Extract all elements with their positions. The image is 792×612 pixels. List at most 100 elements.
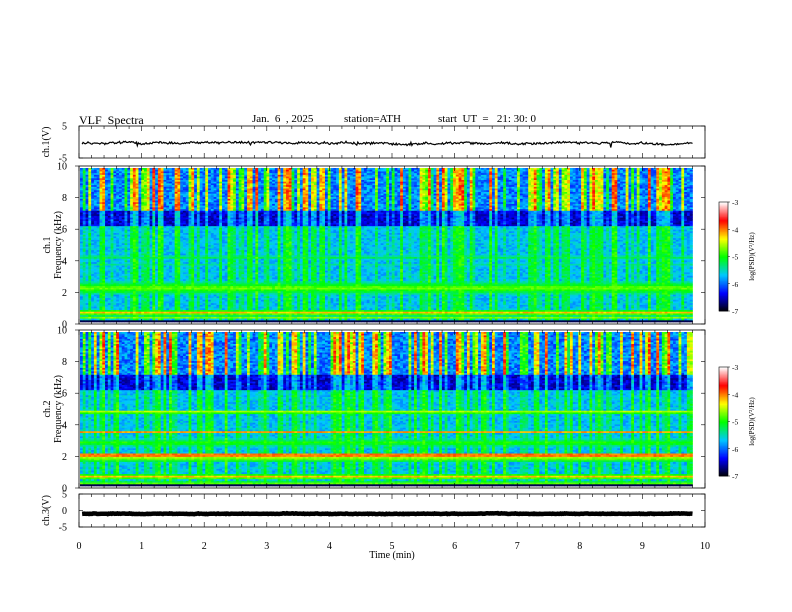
spectrogram-cell: [93, 227, 98, 230]
spectrogram-cell: [116, 243, 120, 246]
spectrogram-cell: [105, 284, 109, 287]
spectrogram-cell: [102, 233, 106, 236]
spectrogram-cell: [127, 171, 131, 174]
spectrogram-cell: [113, 284, 117, 287]
spectrogram-cell: [93, 253, 98, 256]
spectrogram-cell: [110, 212, 114, 215]
spectrogram-cell: [82, 250, 86, 253]
spectrogram-cell: [107, 256, 111, 260]
spectrogram-cell: [113, 245, 117, 248]
spectrogram-cell: [118, 178, 123, 181]
spectrogram-cell: [99, 318, 103, 321]
spectrogram-cell: [88, 178, 92, 181]
spectrogram-cell: [107, 176, 111, 179]
spectrogram-cell: [116, 191, 120, 195]
spectrogram-cell: [116, 308, 120, 311]
spectrogram-cell: [88, 200, 92, 203]
spectrogram-cell: [96, 282, 100, 285]
spectrogram-cell: [118, 279, 123, 282]
spectrogram-cell: [91, 311, 95, 314]
spectrogram-cell: [118, 284, 123, 287]
spectrogram-cell: [102, 178, 106, 181]
spectrogram-cell: [127, 176, 131, 179]
spectrogram-cell: [121, 256, 125, 260]
spectrogram-cell: [88, 186, 92, 189]
spectrogram-cell: [124, 219, 128, 222]
spectrogram-cell: [113, 262, 117, 265]
spectrogram-cell: [113, 263, 117, 266]
spectrogram-cell: [96, 253, 100, 256]
spectrogram-cell: [80, 200, 84, 203]
spectrogram-cell: [96, 198, 100, 201]
spectrogram-cell: [88, 214, 92, 217]
spectrogram-cell: [80, 274, 84, 277]
spectrogram-cell: [85, 260, 89, 263]
spectrogram-cell: [82, 233, 86, 236]
spectrogram-cell: [91, 256, 95, 260]
spectrogram-cell: [102, 195, 106, 198]
spectrogram-cell: [118, 173, 123, 176]
spectrogram-cell: [110, 311, 114, 314]
spectrogram-cell: [80, 277, 84, 280]
spectrogram-cell: [99, 279, 103, 282]
spectrogram-cell: [82, 236, 86, 239]
spectrogram-cell: [85, 227, 89, 230]
spectrogram-cell: [91, 183, 95, 186]
spectrogram-cell: [127, 173, 131, 176]
spectrogram-cell: [107, 286, 111, 289]
spectrogram-cell: [110, 202, 114, 205]
spectrogram-cell: [113, 268, 117, 272]
spectrogram-cell: [118, 310, 123, 313]
spectrogram-cell: [110, 256, 114, 260]
spectrogram-cell: [124, 268, 128, 272]
spectrogram-cell: [99, 215, 103, 218]
spectrogram-cell: [121, 176, 125, 179]
spectrogram-cell: [85, 274, 89, 277]
spectrogram-cell: [88, 268, 92, 272]
spectrogram-cell: [93, 224, 98, 227]
spectrogram-cell: [118, 304, 123, 307]
spectrogram-cell: [105, 272, 109, 275]
spectrogram-cell: [99, 188, 103, 191]
spectrogram-cell: [85, 197, 89, 200]
spectrogram-cell: [99, 292, 103, 295]
spectrogram-cell: [82, 185, 86, 188]
spectrogram-cell: [105, 280, 109, 283]
spectrogram-cell: [85, 279, 89, 282]
spectrogram-cell: [113, 222, 117, 225]
spectrogram-cell: [91, 215, 95, 218]
spectrogram-cell: [82, 289, 86, 292]
spectrogram-cell: [93, 287, 98, 290]
spectrogram-cell: [118, 253, 123, 256]
spectrogram-cell: [102, 286, 106, 289]
spectrogram-cell: [188, 320, 192, 323]
spectrogram-cell: [99, 173, 103, 176]
spectrogram-cell: [102, 241, 106, 244]
spectrogram-cell: [91, 282, 95, 285]
spectrogram-cell: [105, 195, 109, 198]
spectrogram-cell: [124, 238, 128, 241]
spectrogram-cell: [99, 275, 103, 278]
spectrogram-cell: [121, 304, 125, 307]
spectrogram-cell: [82, 214, 86, 217]
spectrogram-cell: [105, 316, 109, 319]
spectrogram-cell: [107, 219, 111, 222]
spectrogram-cell: [124, 191, 128, 195]
spectrogram-cell: [102, 255, 106, 258]
spectrogram-cell: [80, 287, 84, 290]
spectrogram-cell: [85, 224, 89, 227]
spectrogram-cell: [91, 263, 95, 266]
spectrogram-cell: [93, 280, 98, 283]
spectrogram-cell: [93, 202, 98, 205]
spectrogram-cell: [96, 178, 100, 181]
spectrogram-cell: [102, 185, 106, 188]
spectrogram-cell: [132, 320, 137, 323]
spectrogram-cell: [85, 171, 89, 174]
spectrogram-cell: [88, 253, 92, 256]
spectrogram-cell: [124, 174, 128, 177]
start-time-label: start UT = 21: 30: 0: [438, 113, 536, 125]
spectrogram-cell: [91, 197, 95, 200]
spectrogram-cell: [105, 207, 109, 210]
spectrogram-cell: [91, 298, 95, 301]
spectrogram-cell: [91, 226, 95, 229]
